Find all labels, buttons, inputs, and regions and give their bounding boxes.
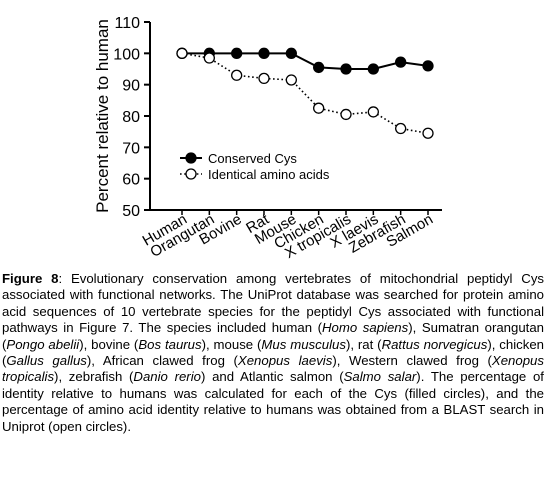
caption-segment: ), African clawed frog ( xyxy=(86,353,238,369)
conserved-cys-point xyxy=(340,63,352,75)
conserved-cys-line xyxy=(182,52,429,70)
identical-amino-acids-point xyxy=(422,127,434,139)
caption-segment: ) and Atlantic salmon ( xyxy=(200,369,344,385)
legend-marker xyxy=(185,168,197,180)
figure-caption: Figure 8: Evolutionary conservation amon… xyxy=(2,271,544,435)
species-name: Danio rerio xyxy=(133,369,201,385)
species-name: Mus musculus xyxy=(261,336,346,352)
identical-amino-acids-point xyxy=(285,74,297,86)
y-tick-label: 60 xyxy=(122,172,140,189)
identical-amino-acids-point xyxy=(395,122,407,135)
caption-segment: ), Western clawed frog ( xyxy=(332,353,492,369)
species-name: Xenopus tropicalis xyxy=(2,353,544,385)
conserved-cys-point xyxy=(285,47,297,59)
chart: 50 60 70 80 90 100 110 Human Orangutan Bovine Rat M… xyxy=(93,15,442,262)
y-tick-label: 100 xyxy=(113,46,140,63)
identical-amino-acids-point xyxy=(340,108,352,121)
y-tick-label: 80 xyxy=(122,109,140,126)
y-tick-label: 90 xyxy=(122,78,140,95)
conserved-cys-point xyxy=(367,63,379,75)
caption-segment: ), mouse ( xyxy=(201,336,262,352)
caption-segment: ), zebrafish ( xyxy=(54,369,134,385)
caption-segment: ), rat ( xyxy=(345,336,382,352)
caption-segment: ). The percentage of identity relative t… xyxy=(2,369,544,434)
identical-amino-acids-point xyxy=(313,102,325,114)
identical-amino-acids-line xyxy=(181,52,429,135)
conserved-cys-point xyxy=(313,61,325,74)
identical-amino-acids-point xyxy=(367,106,379,118)
identical-amino-acids-point xyxy=(231,69,243,81)
caption-text: : Evolutionary conservation among verteb… xyxy=(2,271,544,434)
caption-segment: ), chicken ( xyxy=(2,336,545,369)
species-name: Bos taurus xyxy=(138,336,202,352)
caption-segment: ), bovine ( xyxy=(79,336,139,352)
conserved-cys-point xyxy=(395,56,407,68)
y-tick-label: 50 xyxy=(122,203,140,220)
caption-segment: ), Sumatran orangutan ( xyxy=(2,320,545,352)
identical-amino-acids-point xyxy=(258,72,270,85)
conserved-cys-point xyxy=(422,60,434,72)
legend-label: Identical amino acids xyxy=(208,167,330,182)
caption-segment: : Evolutionary conservation among verteb… xyxy=(2,271,545,336)
identical-amino-acids-point xyxy=(176,47,188,59)
y-tick-label: 110 xyxy=(114,15,140,32)
line-chart: 5060708090100110HumanOrangutanBovineRatM… xyxy=(93,15,442,262)
legend-marker xyxy=(185,152,197,164)
y-tick-label: 70 xyxy=(122,140,140,157)
y-axis-title: Percent relative to human xyxy=(93,19,112,213)
legend-label: Conserved Cys xyxy=(208,151,297,166)
figure-label: Figure 8 xyxy=(2,271,59,286)
species-name: Salmo salar xyxy=(343,369,417,385)
species-name: Pongo abelii xyxy=(6,336,80,352)
species-name: Xenopus laevis xyxy=(237,353,333,369)
species-name: Rattus norvegicus xyxy=(381,336,488,352)
conserved-cys-point xyxy=(231,47,243,59)
identical-amino-acids-point xyxy=(203,52,215,64)
species-name: Homo sapiens xyxy=(322,320,409,336)
species-name: Gallus gallus xyxy=(6,353,87,369)
conserved-cys-point xyxy=(258,47,270,59)
